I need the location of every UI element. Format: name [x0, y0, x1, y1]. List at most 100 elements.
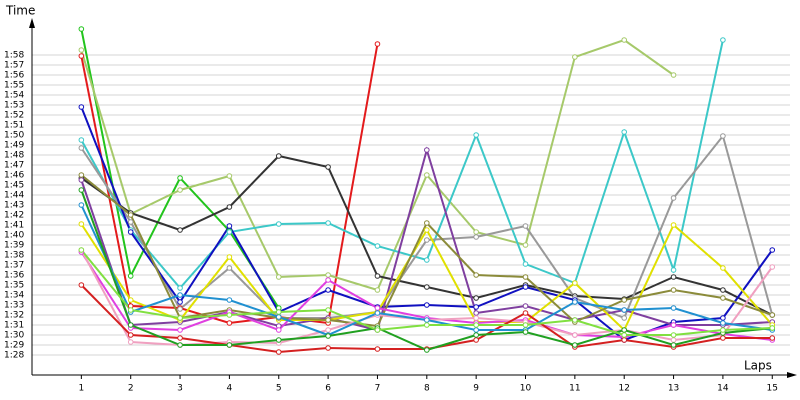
y-tick-label: 1:36	[4, 271, 24, 281]
point	[424, 227, 430, 233]
point	[325, 317, 331, 323]
x-axis-title: Laps	[744, 359, 772, 373]
point	[522, 310, 529, 316]
x-tick-label: 2	[128, 384, 134, 394]
point	[226, 342, 233, 348]
point	[325, 272, 331, 278]
point	[473, 337, 479, 343]
y-tick-label: 1:31	[4, 321, 24, 331]
x-tick-label: 5	[276, 384, 282, 394]
point	[226, 265, 233, 271]
point	[670, 274, 677, 280]
point	[769, 247, 776, 253]
point	[78, 104, 85, 110]
y-tick-label: 1:29	[4, 341, 24, 351]
point	[325, 220, 331, 226]
point	[621, 332, 628, 338]
point	[473, 229, 479, 235]
x-axis-arrow	[787, 372, 797, 378]
point	[424, 302, 430, 308]
point	[473, 132, 479, 138]
y-tick-label: 1:52	[4, 111, 24, 121]
point	[670, 195, 677, 201]
point	[177, 175, 183, 181]
point	[720, 315, 726, 321]
point	[621, 297, 628, 303]
point	[226, 229, 233, 235]
y-tick-label: 1:45	[4, 181, 24, 191]
y-tick-label: 1:49	[4, 141, 24, 151]
plot	[78, 26, 776, 355]
point	[325, 164, 331, 170]
point	[127, 322, 134, 328]
point	[473, 234, 479, 240]
point	[522, 284, 529, 290]
y-tick-label: 1:37	[4, 261, 24, 271]
point	[226, 254, 233, 260]
point	[720, 133, 726, 139]
x-tick-label: 12	[618, 384, 629, 394]
x-tick-label: 3	[177, 384, 183, 394]
point	[78, 177, 85, 183]
point	[522, 223, 529, 229]
y-axis-arrow	[29, 18, 35, 28]
point	[670, 305, 677, 311]
point	[424, 284, 430, 290]
x-tick-label: 6	[325, 384, 331, 394]
y-tick-label: 1:57	[4, 61, 24, 71]
point	[424, 317, 430, 323]
point	[275, 274, 282, 280]
point	[572, 342, 578, 348]
point	[769, 325, 776, 331]
point	[177, 285, 183, 291]
point	[127, 229, 134, 235]
point	[226, 223, 233, 229]
point	[325, 345, 331, 351]
point	[275, 337, 282, 343]
y-tick-label: 1:42	[4, 211, 24, 221]
point	[473, 332, 479, 338]
x-tick-label: 14	[717, 384, 729, 394]
y-tick-label: 1:54	[4, 91, 24, 101]
point	[177, 187, 183, 193]
point	[78, 26, 85, 32]
point	[621, 327, 628, 333]
point	[127, 339, 134, 345]
y-tick-label: 1:28	[4, 351, 24, 361]
x-tick-label: 8	[424, 384, 430, 394]
point	[522, 322, 529, 328]
point	[572, 317, 578, 323]
point	[424, 220, 430, 226]
point	[522, 261, 529, 267]
point	[177, 306, 183, 312]
point	[177, 342, 183, 348]
point	[572, 299, 578, 305]
point	[670, 72, 677, 78]
point	[473, 315, 479, 321]
point	[670, 322, 677, 328]
point	[78, 282, 85, 288]
y-tick-label: 1:47	[4, 161, 24, 171]
point	[621, 315, 628, 321]
point	[226, 320, 233, 326]
point	[78, 53, 85, 59]
point	[522, 242, 529, 248]
point	[473, 295, 479, 301]
point	[670, 337, 677, 343]
point	[769, 335, 776, 341]
point	[325, 333, 331, 339]
point	[374, 346, 381, 352]
point	[720, 327, 726, 333]
x-tick-label: 11	[569, 384, 580, 394]
point	[424, 237, 430, 243]
point	[473, 272, 479, 278]
point	[78, 47, 85, 53]
point	[78, 187, 85, 193]
point	[374, 305, 381, 311]
point	[78, 247, 85, 253]
y-tick-label: 1:46	[4, 171, 24, 181]
point	[670, 332, 677, 338]
point	[325, 327, 331, 333]
point	[572, 54, 578, 60]
point	[720, 287, 726, 293]
